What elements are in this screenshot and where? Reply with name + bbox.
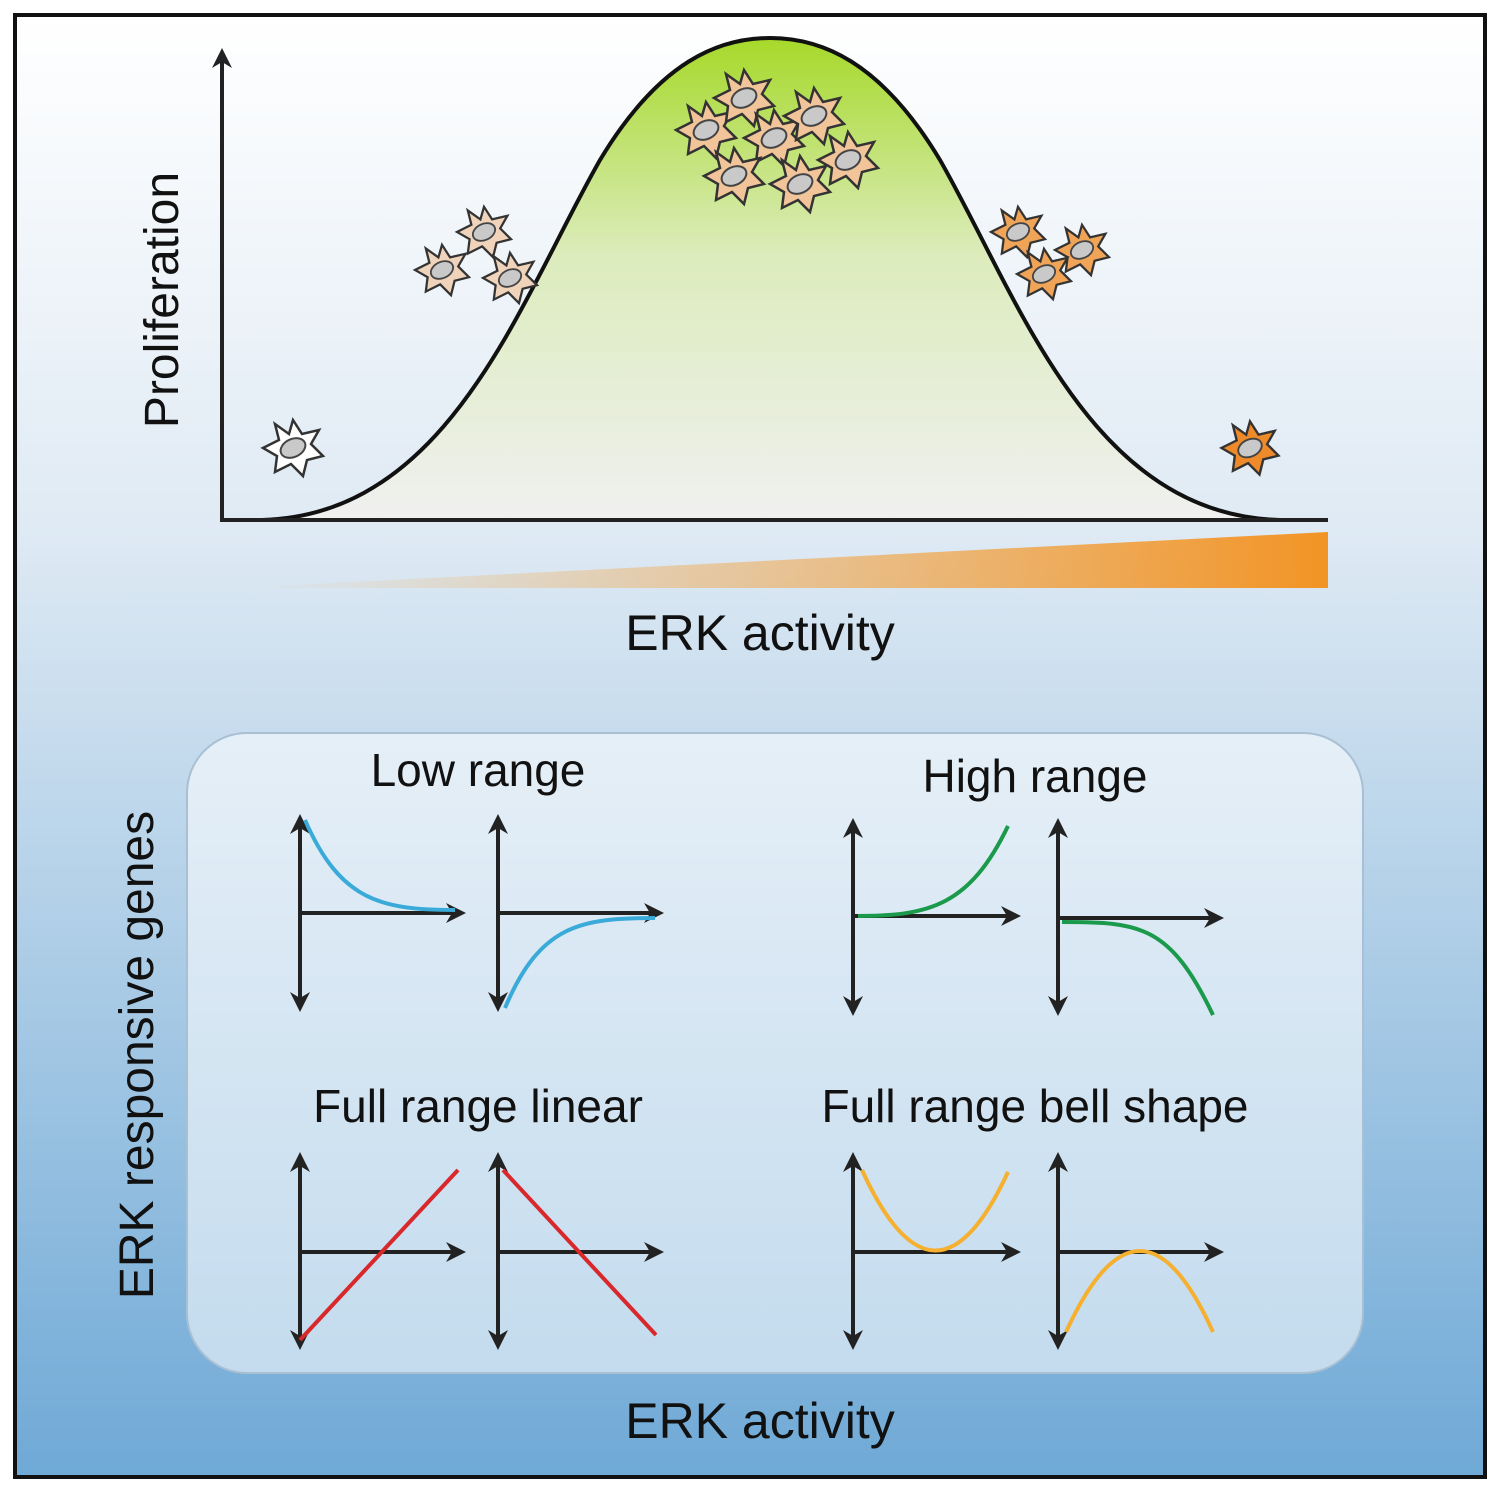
erk-gradient bbox=[235, 532, 1328, 588]
panel-title: High range bbox=[922, 750, 1147, 802]
bell-curve bbox=[261, 35, 1281, 522]
panel-x-label: ERK activity bbox=[625, 1393, 895, 1449]
panel-title: Low range bbox=[371, 744, 586, 796]
x-axis-label: ERK activity bbox=[625, 605, 895, 661]
panel-title: Full range linear bbox=[313, 1080, 643, 1132]
panel-y-label: ERK responsive genes bbox=[111, 811, 164, 1299]
mini-plots bbox=[290, 814, 1224, 1350]
y-axis-label: Proliferation bbox=[136, 172, 189, 428]
panel-title: Full range bell shape bbox=[821, 1080, 1248, 1132]
genes-panel bbox=[186, 732, 1364, 1374]
